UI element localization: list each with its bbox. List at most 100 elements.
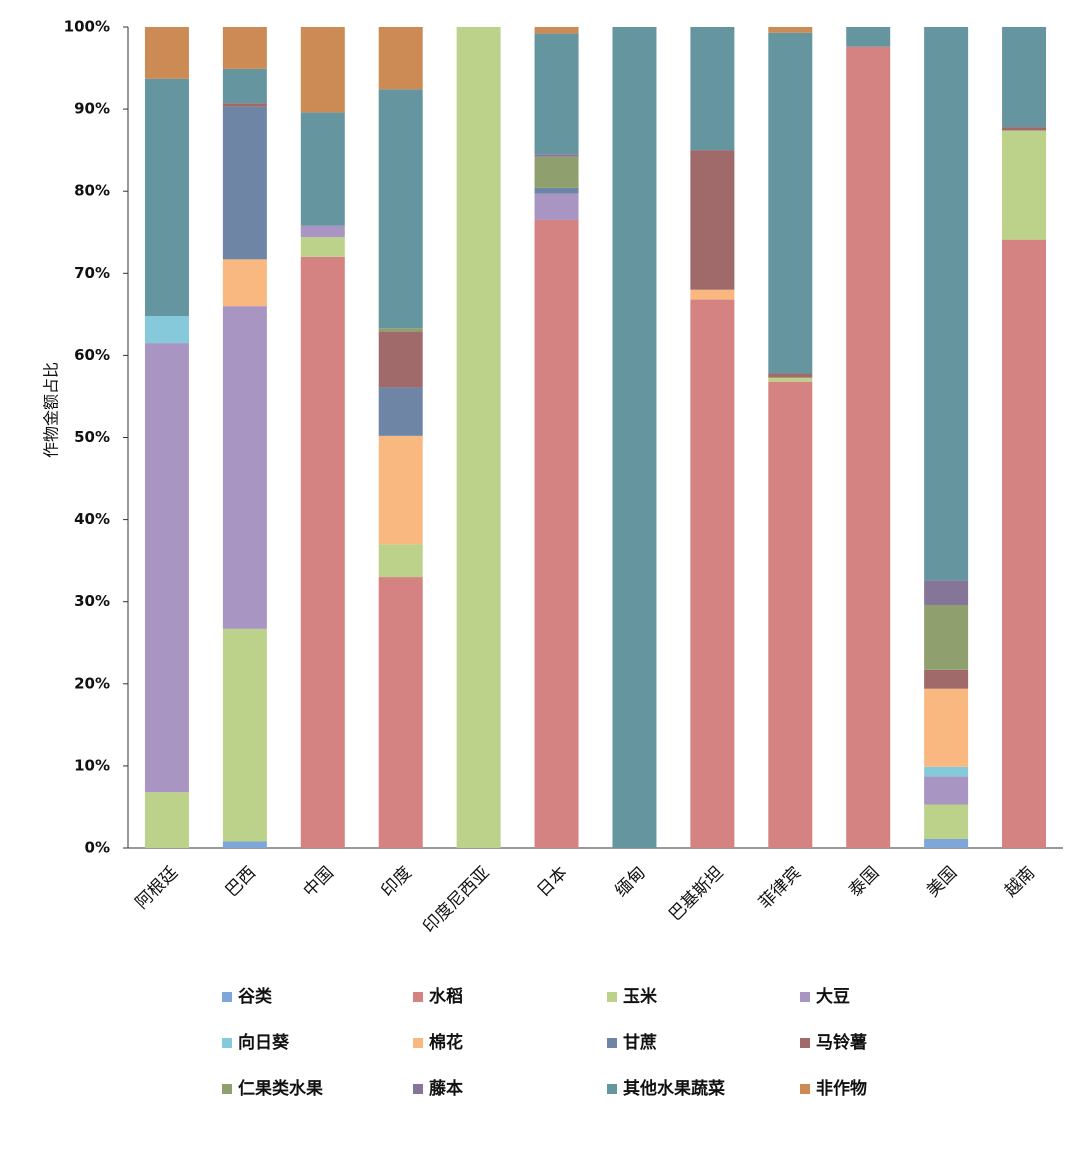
- bar-segment: [378, 577, 423, 848]
- legend-swatch: [607, 1084, 617, 1094]
- legend-label: 藤本: [429, 1078, 463, 1099]
- bar-segment: [534, 33, 579, 155]
- x-tick-label: 阿根廷: [132, 863, 182, 913]
- bar-segment: [534, 187, 579, 194]
- bar-segment: [1002, 27, 1047, 128]
- bar-segment: [924, 580, 969, 605]
- y-tick-label: 20%: [74, 674, 110, 692]
- bar-segment: [222, 259, 267, 307]
- legend-swatch: [413, 992, 423, 1002]
- legend-label: 仁果类水果: [238, 1078, 323, 1099]
- x-tick-label: 印度尼西亚: [419, 863, 493, 937]
- y-tick-label: 70%: [74, 264, 110, 282]
- bar-segment: [924, 688, 969, 767]
- bar-segment: [768, 27, 813, 33]
- bar-segment: [690, 299, 735, 848]
- bar-segment: [924, 804, 969, 839]
- legend-label: 向日葵: [238, 1032, 290, 1053]
- legend-label: 大豆: [816, 986, 850, 1007]
- bar-segment: [300, 27, 345, 113]
- bar-segment: [378, 89, 423, 329]
- legend-label: 甘蔗: [623, 1032, 657, 1053]
- x-tick-label: 巴基斯坦: [665, 863, 727, 925]
- bar-segment: [378, 27, 423, 90]
- y-tick-label: 40%: [74, 510, 110, 528]
- bar-segment: [768, 373, 813, 378]
- x-tick-label: 中国: [300, 863, 338, 901]
- bar-segment: [378, 544, 423, 578]
- bar-segment: [300, 225, 345, 238]
- bar-segment: [924, 27, 969, 581]
- legend-label: 棉花: [429, 1032, 463, 1053]
- legend-swatch: [800, 992, 810, 1002]
- bar-segment: [300, 256, 345, 848]
- x-tick-label: 越南: [1001, 863, 1039, 901]
- bar-segment: [378, 435, 423, 545]
- bar-segment: [924, 669, 969, 689]
- x-tick-label: 日本: [533, 863, 571, 901]
- bar-segment: [144, 343, 189, 793]
- legend-label: 谷类: [238, 986, 273, 1007]
- bar-segment: [222, 306, 267, 629]
- y-tick-label: 90%: [74, 100, 110, 118]
- bar-segment: [1002, 130, 1047, 240]
- legend-swatch: [800, 1084, 810, 1094]
- bar-segment: [924, 766, 969, 777]
- x-tick-label: 缅甸: [611, 863, 649, 901]
- bar-segment: [690, 150, 735, 290]
- bar-segment: [534, 154, 579, 157]
- bar-segment: [1002, 127, 1047, 131]
- bar-segment: [924, 838, 969, 848]
- bar-segment: [846, 27, 891, 47]
- bar-segment: [768, 381, 813, 848]
- y-tick-label: 50%: [74, 428, 110, 446]
- legend-swatch: [222, 1038, 232, 1048]
- bar-segment: [300, 237, 345, 257]
- legend-swatch: [800, 1038, 810, 1048]
- bar-segment: [144, 792, 189, 848]
- bar-segment: [222, 68, 267, 104]
- bar-segment: [378, 387, 423, 436]
- legend-label: 马铃薯: [816, 1032, 867, 1053]
- bar-segment: [534, 193, 579, 220]
- bar-segment: [924, 776, 969, 805]
- x-tick-label: 美国: [923, 863, 961, 901]
- legend-label: 玉米: [623, 986, 658, 1007]
- legend-label: 非作物: [816, 1078, 867, 1099]
- legend-label: 水稻: [429, 986, 463, 1007]
- bar-segment: [768, 377, 813, 382]
- bar-segment: [456, 27, 501, 848]
- bar-segment: [144, 315, 189, 344]
- legend-label: 其他水果蔬菜: [623, 1078, 726, 1099]
- bar-segment: [1002, 239, 1047, 848]
- x-tick-label: 印度: [378, 863, 416, 901]
- legend-swatch: [607, 1038, 617, 1048]
- legend-swatch: [413, 1038, 423, 1048]
- bar-segment: [534, 27, 579, 34]
- bar-segment: [612, 27, 657, 848]
- y-axis-label: 作物金额占比: [42, 362, 61, 458]
- y-tick-label: 10%: [74, 756, 110, 774]
- bar-segment: [690, 289, 735, 300]
- bar-segment: [378, 331, 423, 388]
- y-tick-label: 30%: [74, 592, 110, 610]
- legend-swatch: [413, 1084, 423, 1094]
- bar-segment: [222, 628, 267, 842]
- legend-swatch: [222, 992, 232, 1002]
- y-tick-label: 80%: [74, 182, 110, 200]
- bar-segment: [534, 219, 579, 848]
- bar-segment: [378, 328, 423, 332]
- y-tick-label: 100%: [64, 18, 110, 36]
- legend-swatch: [222, 1084, 232, 1094]
- y-tick-label: 60%: [74, 346, 110, 364]
- bar-segment: [768, 32, 813, 374]
- bar-segment: [144, 27, 189, 79]
- bar-segment: [300, 112, 345, 226]
- bar-segment: [222, 27, 267, 69]
- bar-segment: [534, 156, 579, 188]
- bar-segment: [846, 46, 891, 849]
- bar-segment: [222, 106, 267, 260]
- bar-segment: [144, 78, 189, 316]
- bar-segment: [924, 604, 969, 670]
- x-tick-label: 菲律宾: [755, 863, 805, 913]
